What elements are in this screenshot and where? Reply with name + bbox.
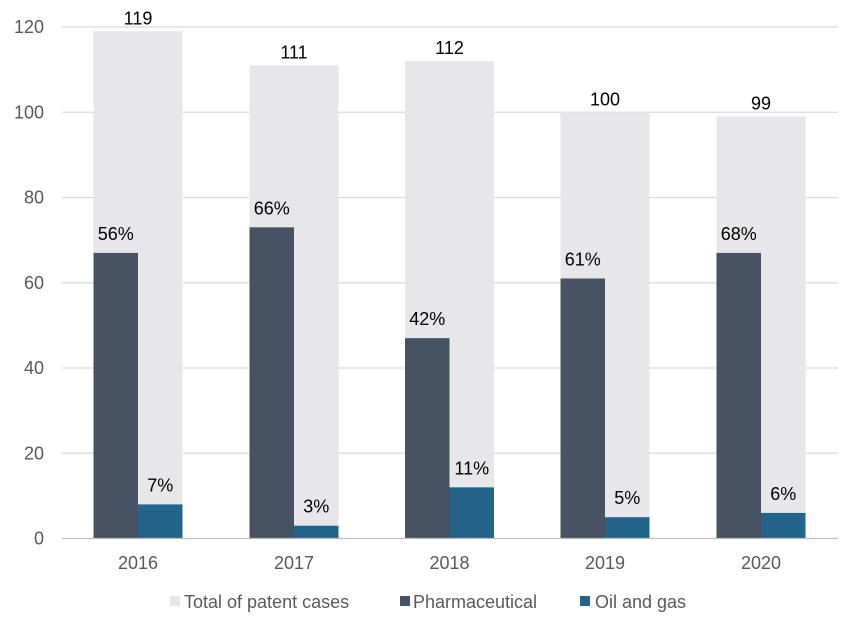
- bar-oil-and-gas-2018: [449, 487, 494, 539]
- bar-pharmaceutical-2019: [560, 278, 605, 539]
- label-oil-and-gas-2017: 3%: [303, 497, 329, 517]
- label-pharmaceutical-2016: 56%: [98, 224, 134, 244]
- bar-pharmaceutical-2017: [249, 227, 294, 539]
- label-total-2017: 111: [280, 42, 307, 62]
- bar-oil-and-gas-2020: [761, 512, 806, 539]
- data-labels: 119 56% 7% 111 66% 3% 112 42% 11% 100 61% 5% 99 68% 6%: [98, 8, 797, 516]
- legend-swatch-total-of-patent-cases: [170, 596, 180, 606]
- legend-label-total-of-patent-cases: Total of patent cases: [184, 592, 349, 612]
- bar-pharmaceutical-2016: [93, 252, 138, 539]
- bars: [93, 31, 806, 539]
- label-pharmaceutical-2017: 66%: [254, 198, 290, 218]
- x-tick-label-2017: 2017: [274, 553, 314, 573]
- y-tick-label: 100: [14, 102, 44, 122]
- y-tick-label: 0: [34, 529, 44, 549]
- label-total-2019: 100: [590, 89, 620, 109]
- legend-label-pharmaceutical: Pharmaceutical: [413, 592, 537, 612]
- x-tick-label-2019: 2019: [585, 553, 625, 573]
- legend-swatch-pharmaceutical: [400, 596, 410, 606]
- x-tick-label-2018: 2018: [429, 553, 469, 573]
- y-tick-label: 20: [24, 443, 44, 463]
- x-tick-label-2016: 2016: [118, 553, 158, 573]
- x-tick-label-2020: 2020: [741, 553, 781, 573]
- y-tick-label: 40: [24, 358, 44, 378]
- label-total-2018: 112: [435, 38, 464, 58]
- bar-oil-and-gas-2019: [605, 517, 650, 539]
- label-oil-and-gas-2018: 11%: [454, 458, 489, 478]
- y-tick-label: 80: [24, 188, 44, 208]
- bar-oil-and-gas-2017: [294, 525, 339, 539]
- label-oil-and-gas-2016: 7%: [147, 475, 173, 495]
- legend-swatch-oil-and-gas: [580, 596, 590, 606]
- label-total-2020: 99: [751, 94, 771, 114]
- label-oil-and-gas-2019: 5%: [614, 488, 640, 508]
- bar-oil-and-gas-2016: [138, 504, 183, 539]
- legend: Total of patent cases Pharmaceutical Oil a…: [170, 592, 686, 612]
- label-pharmaceutical-2018: 42%: [409, 309, 445, 329]
- y-tick-label: 120: [14, 17, 44, 37]
- label-pharmaceutical-2020: 68%: [721, 224, 757, 244]
- x-axis: 2016 2017 2018 2019 2020: [62, 537, 838, 573]
- label-oil-and-gas-2020: 6%: [770, 484, 796, 504]
- bar-pharmaceutical-2020: [716, 252, 761, 539]
- y-axis: 0 20 40 60 80 100 120: [14, 17, 44, 549]
- y-tick-label: 60: [24, 273, 44, 293]
- label-pharmaceutical-2019: 61%: [565, 249, 601, 269]
- bar-pharmaceutical-2018: [405, 338, 450, 539]
- label-total-2016: 119: [124, 8, 153, 28]
- legend-label-oil-and-gas: Oil and gas: [595, 592, 686, 612]
